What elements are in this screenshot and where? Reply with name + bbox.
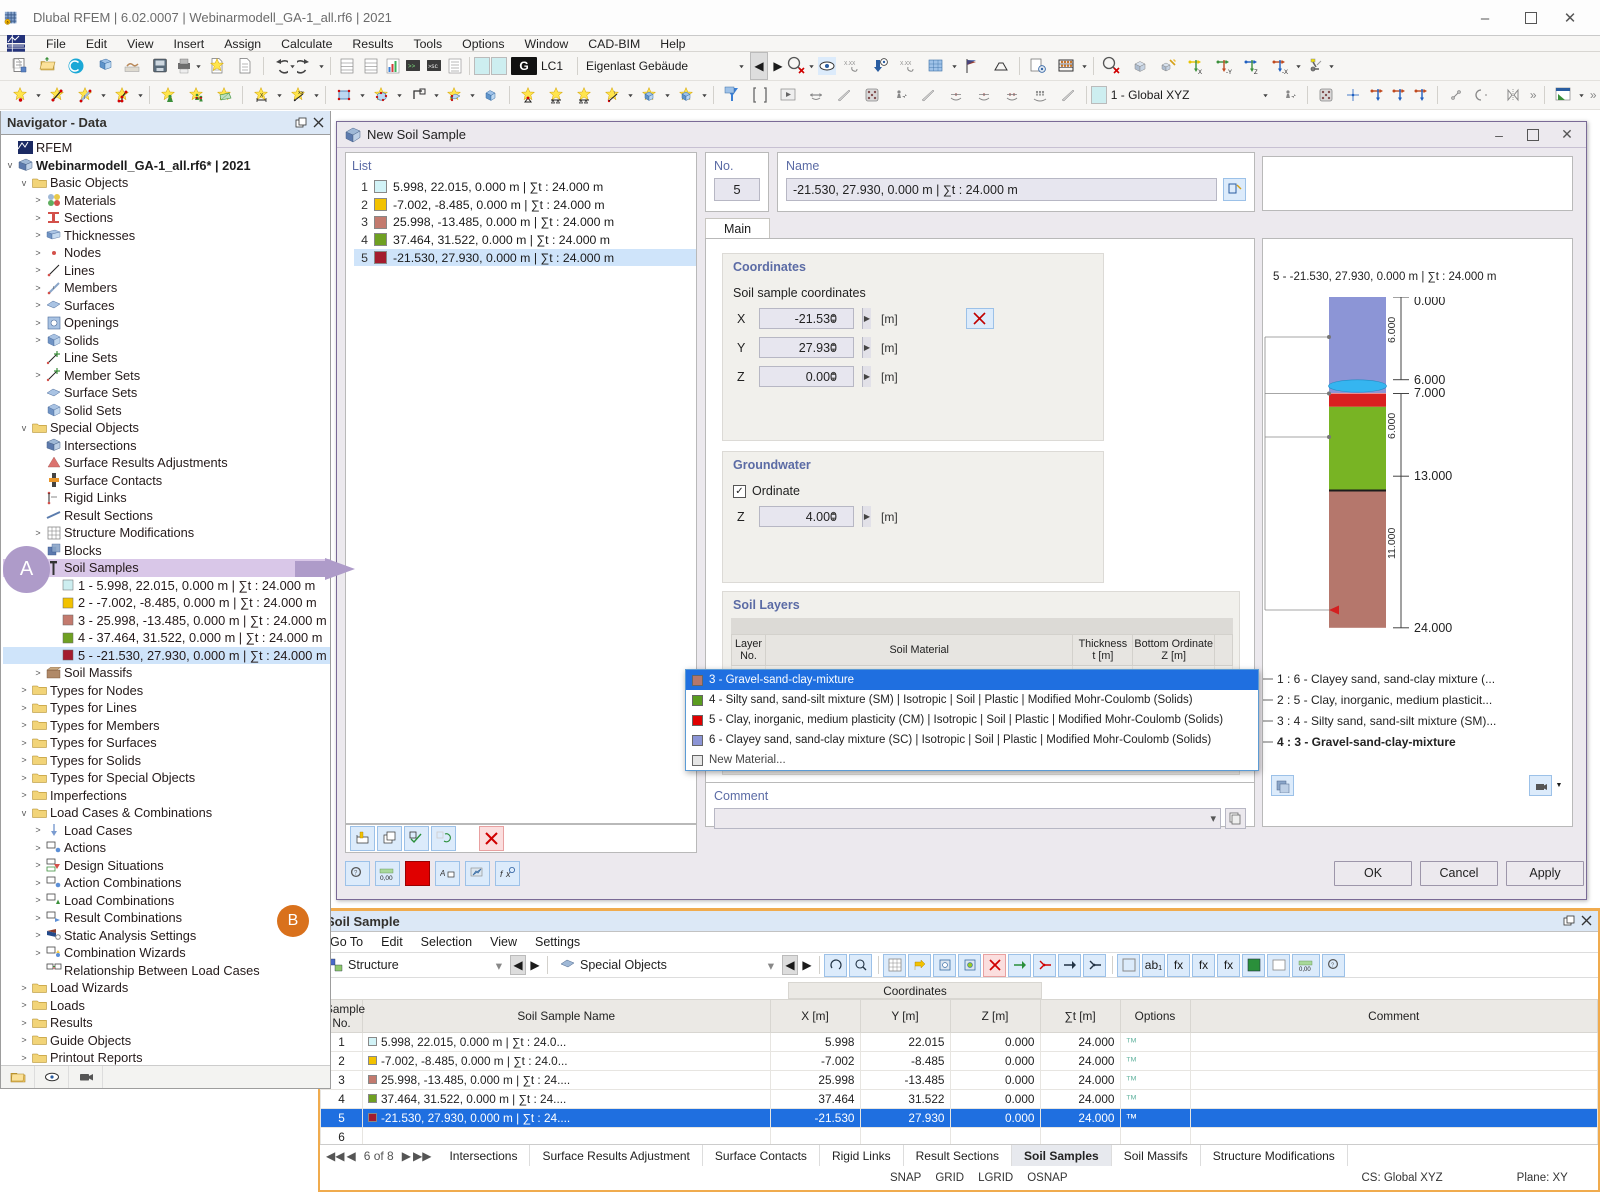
svg-text:-X: -X: [1282, 70, 1288, 76]
svg-text:6.000: 6.000: [1386, 317, 1398, 343]
svg-text:I: I: [84, 95, 85, 101]
svg-text:Z: Z: [1254, 70, 1258, 76]
svg-text:XX: XX: [298, 90, 304, 95]
svg-text:X.XX: X.XX: [900, 61, 912, 67]
svg-text:X: X: [1198, 70, 1202, 76]
svg-text:A: A: [440, 869, 445, 878]
svg-text:0.000: 0.000: [1414, 297, 1445, 308]
svg-text:>>: >>: [408, 63, 416, 70]
svg-text:1 : 6 - Clayey sand, sand-clay: 1 : 6 - Clayey sand, sand-clay mixture (…: [1277, 672, 1495, 686]
svg-text:0,00: 0,00: [1299, 967, 1311, 972]
svg-text:2 : 5 - Clay, inorganic, mediu: 2 : 5 - Clay, inorganic, medium plastici…: [1277, 693, 1492, 707]
svg-text:x: x: [505, 869, 511, 879]
svg-text:24.000: 24.000: [1414, 621, 1452, 635]
svg-text:13.000: 13.000: [1414, 469, 1452, 483]
svg-text:I: I: [614, 90, 615, 95]
svg-text:?: ?: [1331, 963, 1334, 969]
svg-text:4 : 3 - Gravel-sand-clay-mixtu: 4 : 3 - Gravel-sand-clay-mixture: [1277, 735, 1456, 749]
svg-text:6: 6: [7, 20, 9, 24]
svg-text:11.000: 11.000: [1386, 528, 1398, 559]
svg-text:>SC: >SC: [428, 63, 439, 70]
svg-text:7.000: 7.000: [1414, 386, 1445, 400]
svg-text:6.000: 6.000: [1386, 413, 1398, 439]
svg-text:X.XX: X.XX: [844, 61, 856, 67]
svg-text:f: f: [500, 869, 504, 879]
svg-text:3 : 4 - Silty sand, sand-silt: 3 : 4 - Silty sand, sand-silt mixture (S…: [1277, 714, 1496, 728]
svg-text:-Y: -Y: [1226, 70, 1232, 76]
svg-text:I: I: [53, 285, 54, 290]
svg-text:0,00: 0,00: [380, 875, 393, 881]
svg-text:6.000: 6.000: [1414, 373, 1445, 387]
